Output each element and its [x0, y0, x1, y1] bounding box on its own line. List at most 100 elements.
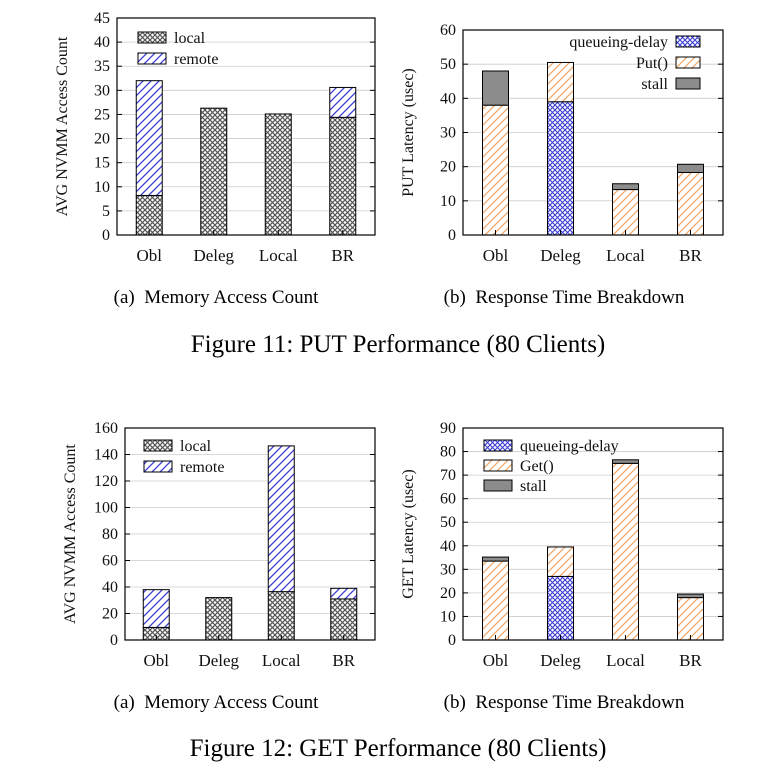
x-tick-label: BR — [679, 246, 702, 265]
bar-obl-put — [482, 104, 509, 236]
subcaption-get-response-time: (b) Response Time Breakdown — [444, 692, 685, 713]
plot-frame — [462, 427, 724, 641]
subcaption-put-response-time: (b) Response Time Breakdown — [444, 287, 685, 308]
legend-label: remote — [180, 459, 224, 476]
y-tick-label: 5 — [102, 203, 110, 220]
y-tick-label: 30 — [440, 561, 456, 578]
bar-obl-remote — [135, 80, 163, 196]
legend-swatch — [483, 459, 513, 472]
bar-local-local — [267, 591, 295, 641]
bar-deleg-queueingdelay — [547, 575, 574, 641]
bar-obl-local — [135, 194, 163, 236]
y-tick-label: 30 — [440, 125, 456, 142]
y-tick-label: 60 — [440, 491, 456, 508]
y-tick-label: 45 — [94, 10, 110, 27]
legend-label: queueing-delay — [569, 34, 668, 51]
bar-local-remote — [267, 445, 295, 593]
x-tick-label: Obl — [483, 246, 509, 265]
subcaption-put-memory-access: (a) Memory Access Count — [114, 287, 319, 308]
plot-frame — [124, 427, 376, 641]
y-tick-label: 80 — [102, 526, 118, 543]
figure-12-caption: Figure 12: GET Performance (80 Clients) — [190, 735, 607, 762]
chart-get-memory-access-count: 0 20 40 60 80 100 120 140 160 Obl Deleg Local BR AVG … — [62, 420, 376, 670]
legend-label: Get() — [520, 458, 554, 475]
bar-local-local — [264, 113, 292, 236]
legend-swatch — [137, 31, 167, 44]
figure-11-caption: Figure 11: PUT Performance (80 Clients) — [191, 331, 606, 358]
y-tick-label: 70 — [440, 467, 456, 484]
y-tick-label: 0 — [448, 632, 456, 649]
y-tick-label: 120 — [94, 473, 118, 490]
bar-br-stall — [677, 593, 704, 599]
x-tick-label: Deleg — [193, 246, 234, 265]
y-tick-label: 25 — [94, 106, 110, 123]
chart-put-response-time-breakdown: 0 10 20 30 40 50 60 Obl Deleg Local BR PUT Latency … — [400, 22, 724, 265]
legend-swatch — [143, 439, 173, 452]
legend-swatch — [483, 439, 513, 452]
legend-swatch — [483, 479, 513, 492]
y-tick-label: 20 — [440, 585, 456, 602]
y-tick-label: 100 — [94, 500, 118, 517]
bar-obl-stall — [482, 70, 509, 106]
bar-obl-remote — [142, 589, 170, 628]
bar-br-get — [677, 597, 704, 641]
legend-label: stall — [520, 478, 547, 495]
x-tick-label: Local — [262, 651, 301, 670]
subcaption-get-memory-access: (a) Memory Access Count — [114, 692, 319, 713]
bar-deleg-put — [547, 61, 574, 103]
legend-label: Put() — [636, 55, 668, 72]
y-tick-label: 80 — [440, 444, 456, 461]
bar-br-remote — [330, 587, 358, 600]
x-tick-label: Obl — [483, 651, 509, 670]
legend-label: stall — [641, 76, 668, 93]
y-tick-label: 60 — [102, 553, 118, 570]
legend-label: queueing-delay — [520, 438, 619, 455]
y-tick-label: 50 — [440, 56, 456, 73]
y-tick-label: 0 — [102, 227, 110, 244]
y-tick-label: 60 — [440, 22, 456, 39]
y-tick-label: 15 — [94, 155, 110, 172]
legend-label: remote — [174, 51, 218, 68]
bar-deleg-queueingdelay — [547, 101, 574, 236]
y-tick-label: 50 — [440, 514, 456, 531]
y-tick-label: 40 — [102, 579, 118, 596]
legend-swatch — [143, 460, 173, 473]
bar-br-put — [677, 171, 704, 236]
y-axis-label: AVG NVMM Access Count — [54, 36, 71, 216]
y-tick-label: 20 — [94, 131, 110, 148]
bar-br-local — [329, 116, 357, 236]
bar-obl-get — [482, 560, 509, 641]
legend-swatch — [137, 52, 167, 65]
bar-local-get — [612, 462, 639, 641]
bar-br-remote — [329, 86, 357, 118]
bar-deleg-local — [200, 107, 228, 236]
x-tick-label: Local — [606, 651, 645, 670]
y-tick-label: 0 — [448, 227, 456, 244]
bar-br-stall — [677, 163, 704, 173]
y-tick-label: 40 — [94, 34, 110, 51]
y-tick-label: 0 — [110, 632, 118, 649]
bar-obl-stall — [482, 556, 509, 562]
legend-label: local — [180, 438, 212, 455]
x-tick-label: Local — [259, 246, 298, 265]
x-tick-label: BR — [332, 651, 355, 670]
legend-swatch — [675, 35, 701, 48]
x-tick-label: Obl — [144, 651, 170, 670]
y-tick-label: 40 — [440, 90, 456, 107]
x-tick-label: Local — [606, 246, 645, 265]
plot-frame — [462, 29, 724, 236]
bar-local-stall — [612, 183, 639, 191]
y-tick-label: 10 — [440, 193, 456, 210]
bar-local-stall — [612, 459, 639, 464]
legend-swatch — [675, 56, 701, 69]
y-tick-label: 10 — [94, 179, 110, 196]
y-axis-label: AVG NVMM Access Count — [62, 444, 79, 624]
bar-local-put — [612, 189, 639, 236]
x-tick-label: BR — [679, 651, 702, 670]
chart-put-memory-access-count: 0 5 10 15 20 25 30 35 40 45 Obl Deleg Local BR AVG NVM… — [54, 10, 376, 265]
y-tick-label: 40 — [440, 538, 456, 555]
y-tick-label: 35 — [94, 58, 110, 75]
plot-frame — [116, 17, 376, 236]
x-tick-label: Deleg — [198, 651, 239, 670]
